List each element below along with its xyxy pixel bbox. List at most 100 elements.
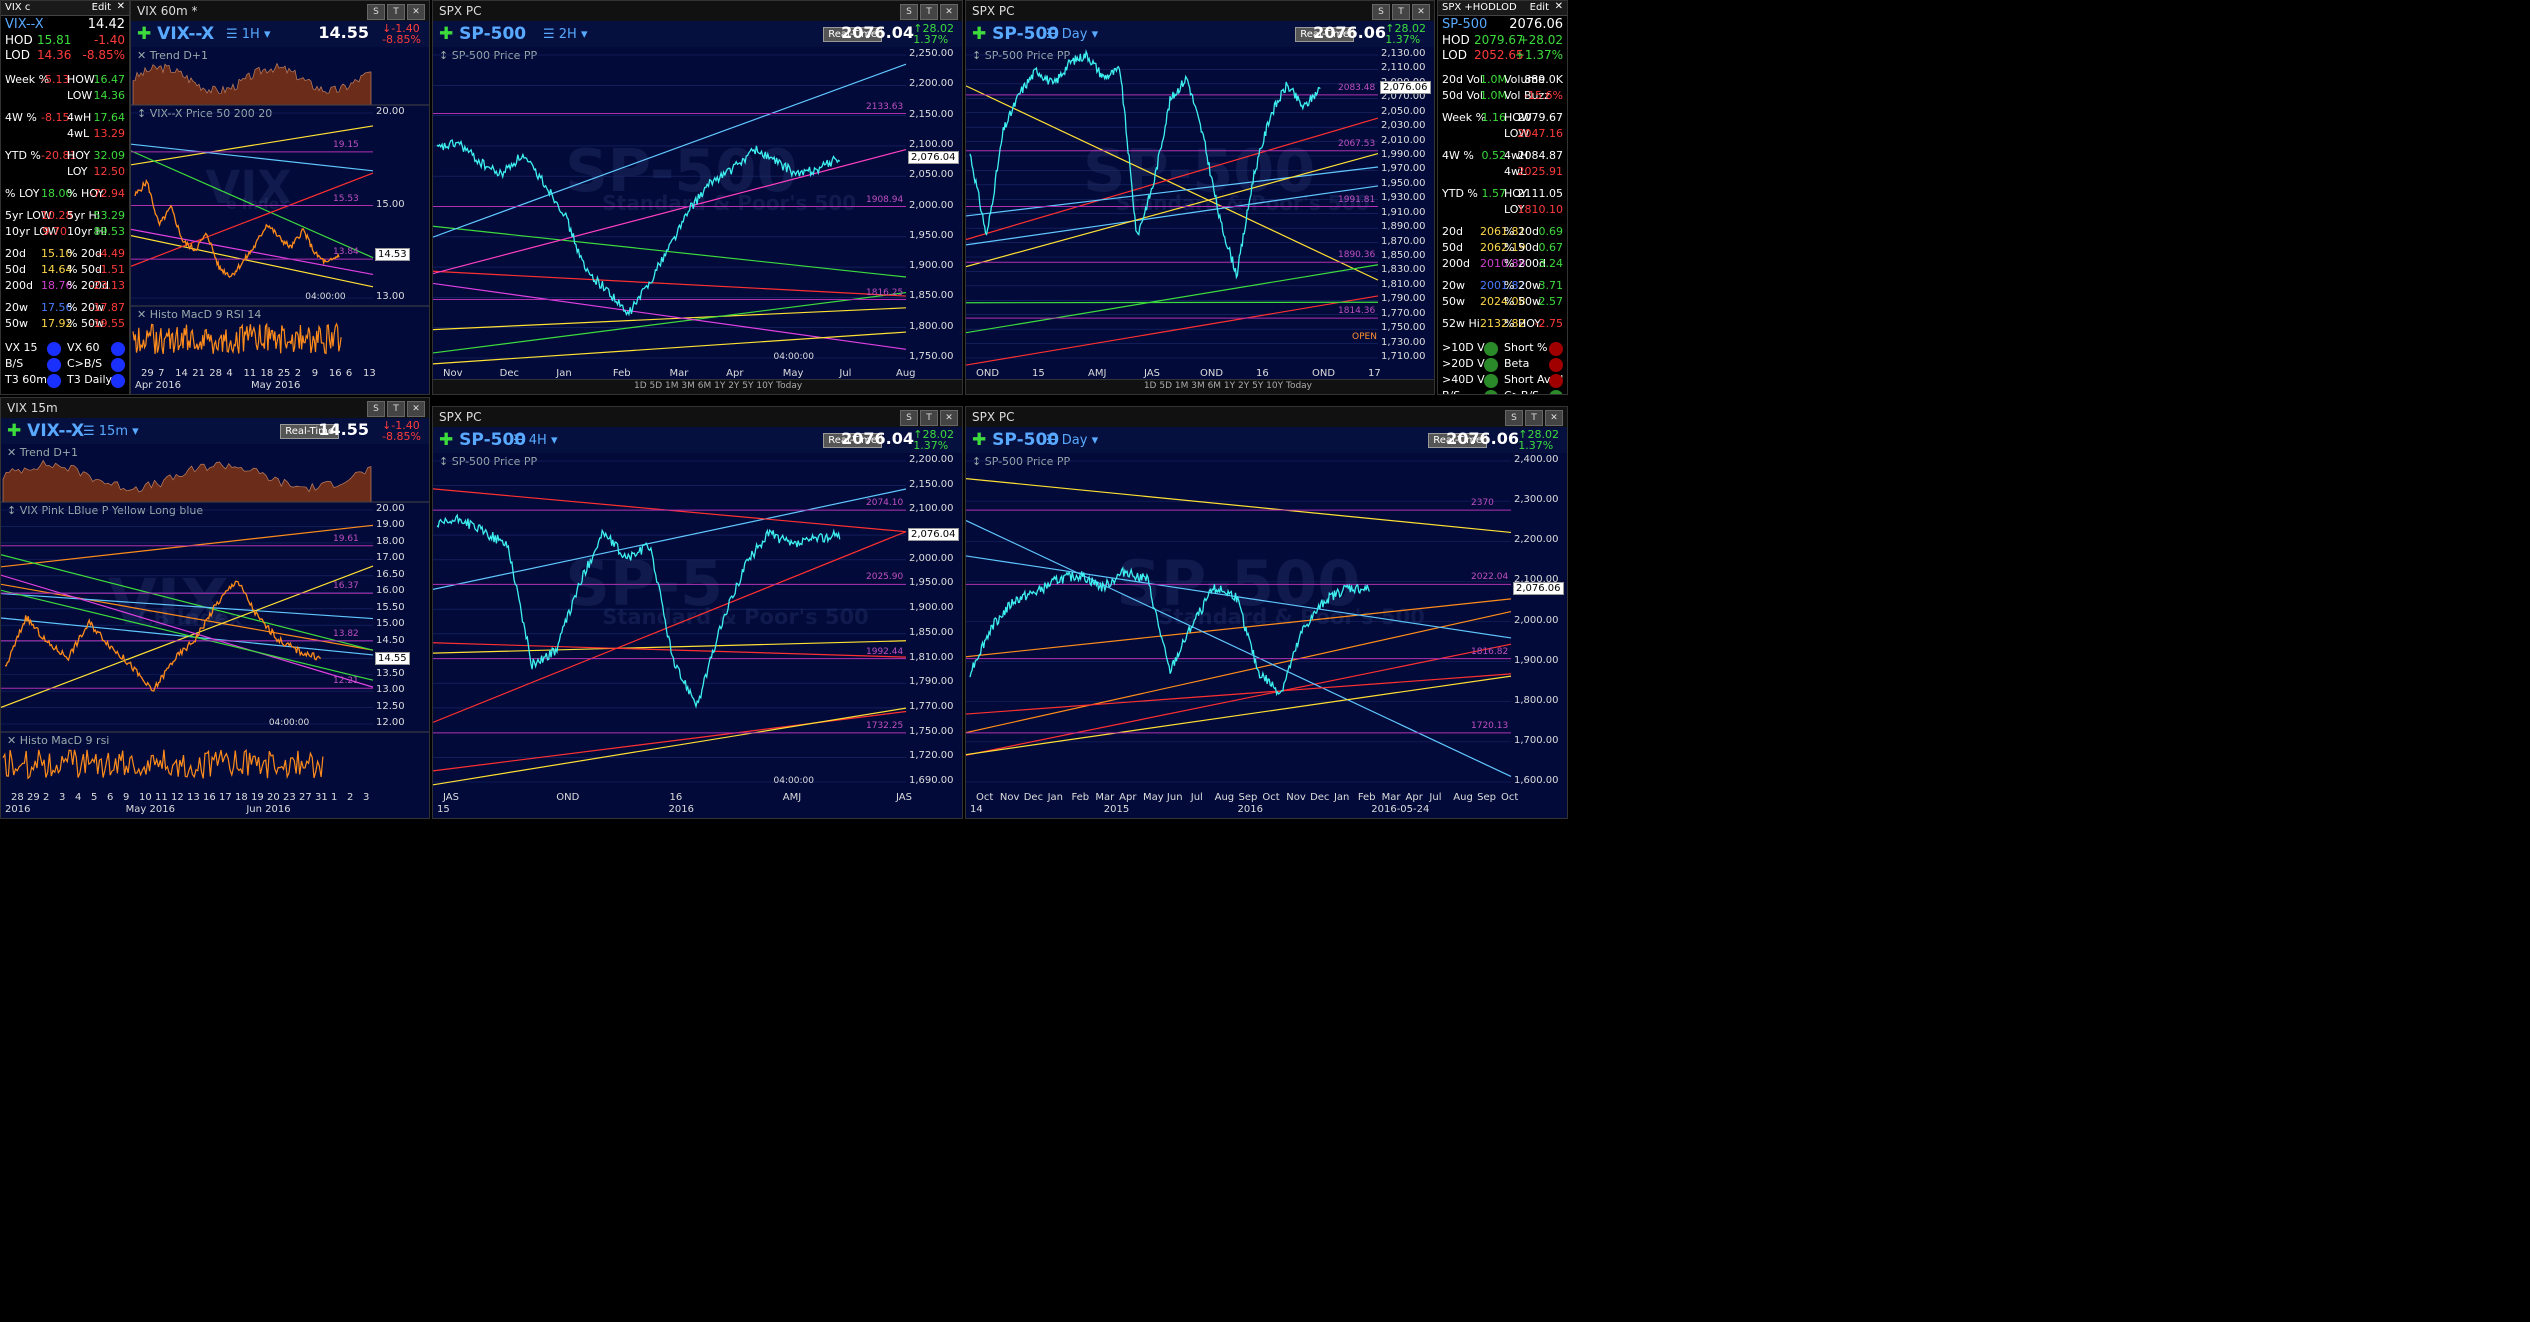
close-icon[interactable]: ✕ [1412, 4, 1430, 20]
timeframe-selector[interactable]: ☰ 1H ▾ [226, 27, 271, 42]
toolbar-icon[interactable]: T [920, 410, 938, 426]
add-icon[interactable]: ✚ [972, 430, 993, 450]
y-tick-label: 2,400.00 [1514, 454, 1559, 465]
top-study-label[interactable]: ✕ Trend D+1 [137, 49, 209, 62]
settings-icon[interactable]: S [1505, 410, 1523, 426]
toolbar-icon[interactable]: T [1525, 410, 1543, 426]
y-tick-label: 1,910.00 [1381, 206, 1426, 218]
stat-row: 50w 17.92% 50w -19.55 [1, 315, 129, 331]
x-tick-label: 4 [226, 368, 233, 379]
y-tick-label: 20.00 [376, 503, 405, 514]
pane-title-bar[interactable]: VIX 15m S T ✕ [1, 398, 429, 419]
add-icon[interactable]: ✚ [137, 24, 158, 44]
level-label: 1816.82 [1471, 646, 1509, 657]
edit-button[interactable]: Edit [91, 2, 111, 13]
stat-label: 200d [1442, 257, 1470, 270]
y-tick-label: 2,070.00 [1381, 91, 1426, 103]
edit-button[interactable]: Edit [1529, 2, 1549, 13]
add-icon[interactable]: ✚ [7, 421, 28, 441]
add-icon[interactable]: ✚ [439, 24, 460, 44]
stat-label-2: LOW [67, 89, 93, 102]
pane-title-bar[interactable]: SPX PC S T ✕ [966, 407, 1567, 428]
bottom-study-label[interactable]: ✕ Histo MacD 9 rsi [7, 734, 110, 747]
toolbar-icon[interactable]: T [387, 401, 405, 417]
stat-label-2: 4wL [1504, 165, 1527, 178]
add-icon[interactable]: ✚ [972, 24, 993, 44]
bottom-study-label[interactable]: ✕ Histo MacD 9 RSI 14 [137, 308, 262, 321]
close-icon[interactable]: ✕ [407, 401, 425, 417]
timeframe-selector[interactable]: ☰ 4H ▾ [513, 433, 558, 448]
pane-title-bar[interactable]: VIX 60m * S T ✕ [131, 1, 429, 22]
close-icon[interactable]: ✕ [940, 410, 958, 426]
open-label: OPEN [1352, 332, 1377, 342]
level-label: 1720.13 [1471, 720, 1509, 731]
level-label: 2022.04 [1471, 572, 1509, 583]
y-tick-label: 1,720.00 [909, 750, 954, 762]
y-tick-label: 1,900.00 [909, 602, 954, 614]
spx-day-weekly-chart-pane[interactable]: SPX PC S T ✕ ✚ SP-500 ☰ Day ▾ Real-Time 2076.06… [965, 406, 1568, 819]
timeframe-selector[interactable]: ☰ Day ▾ [1046, 27, 1099, 42]
add-icon[interactable]: ✚ [439, 430, 460, 450]
study-label[interactable]: ↕ SP-500 Price PP [972, 49, 1071, 62]
study-label[interactable]: ↕ SP-500 Price PP [439, 49, 538, 62]
stat-value-2: -4.49 [96, 247, 125, 260]
spx-4h-chart-pane[interactable]: SPX PC S T ✕ ✚ SP-500 ☰ 4H ▾ Real-Time 2076.04 ↑… [432, 406, 963, 819]
lod-change: -8.85% [82, 48, 125, 62]
realtime-button[interactable]: Real-Time [1295, 27, 1354, 42]
vix-15m-chart-pane[interactable]: VIX 15m S T ✕ ✚ VIX--X ☰ 15m ▾ Real-Time 14.55 ↓… [0, 397, 430, 819]
trendline [131, 143, 374, 172]
change-pct: 1.37% [913, 33, 949, 46]
y-tick-label: 20.00 [376, 106, 405, 117]
symbol-label[interactable]: ✚ VIX--X [137, 24, 214, 44]
study-label[interactable]: ↕ VIX--X Price 50 200 20 [137, 107, 273, 120]
realtime-button[interactable]: Real-Time [280, 424, 339, 439]
timeframe-selector[interactable]: ☰ Day ▾ [1046, 433, 1099, 448]
toolbar-icon[interactable]: T [920, 4, 938, 20]
study-label[interactable]: ↕ SP-500 Price PP [439, 455, 538, 468]
symbol-label[interactable]: ✚ VIX--X [7, 421, 84, 441]
symbol-label[interactable]: ✚ SP-500 [972, 24, 1059, 44]
realtime-button[interactable]: Real-Time [823, 27, 882, 42]
vix-60m-chart-pane[interactable]: VIX 60m * S T ✕ ✚ VIX--X ☰ 1H ▾ 14.55 ↓-1.40 -8.… [130, 0, 430, 395]
toolbar-icon[interactable]: T [387, 4, 405, 20]
study-label[interactable]: ↕ SP-500 Price PP [972, 455, 1071, 468]
settings-icon[interactable]: S [900, 410, 918, 426]
symbol-label[interactable]: ✚ SP-500 [439, 24, 526, 44]
stat-value-2: 2047.16 [1517, 127, 1564, 140]
stat-row: LOW 2047.16 [1438, 125, 1567, 141]
flag-label-2: Beta [1504, 357, 1530, 370]
x-tick-label: 2 [43, 792, 50, 803]
stat-row: LOY 12.50 [1, 163, 129, 179]
symbol-label[interactable]: ✚ SP-500 [439, 430, 526, 450]
period-buttons[interactable]: 1D 5D 1M 3M 6M 1Y 2Y 5Y 10Y Today [433, 379, 962, 394]
change-pct: 1.37% [1518, 439, 1554, 452]
trendline [433, 291, 907, 354]
period-buttons[interactable]: 1D 5D 1M 3M 6M 1Y 2Y 5Y 10Y Today [966, 379, 1434, 394]
top-study-label[interactable]: ✕ Trend D+1 [7, 446, 79, 459]
close-icon[interactable]: ✕ [940, 4, 958, 20]
status-dot-icon [111, 358, 125, 372]
timeframe-selector[interactable]: ☰ 15m ▾ [83, 424, 139, 439]
close-icon[interactable]: ✕ [1554, 1, 1563, 12]
stat-value: 2024.08 [1480, 295, 1526, 308]
close-icon[interactable]: ✕ [407, 4, 425, 20]
settings-icon[interactable]: S [1372, 4, 1390, 20]
settings-icon[interactable]: S [900, 4, 918, 20]
toolbar-icon[interactable]: T [1392, 4, 1410, 20]
settings-icon[interactable]: S [367, 4, 385, 20]
realtime-button[interactable]: Real-Time [1428, 433, 1487, 448]
settings-icon[interactable]: S [367, 401, 385, 417]
y-tick-label: 1,900.00 [909, 260, 954, 272]
stat-value: 1.57 [1481, 187, 1507, 200]
symbol-label[interactable]: ✚ SP-500 [972, 430, 1059, 450]
timeframe-selector[interactable]: ☰ 2H ▾ [543, 27, 588, 42]
close-icon[interactable]: ✕ [116, 1, 125, 12]
stat-label: 20w [5, 301, 28, 314]
realtime-button[interactable]: Real-Time [823, 433, 882, 448]
study-label[interactable]: ↕ VIX Pink LBlue P Yellow Long blue [7, 504, 204, 517]
stat-label: 50d [1442, 241, 1463, 254]
spx-2h-chart-pane[interactable]: SPX PC S T ✕ ✚ SP-500 ☰ 2H ▾ Real-Time 2076.04 ↑… [432, 0, 963, 395]
close-icon[interactable]: ✕ [1545, 410, 1563, 426]
spx-day-chart-pane[interactable]: SPX PC S T ✕ ✚ SP-500 ☰ Day ▾ Real-Time 2076.06… [965, 0, 1435, 395]
stat-value-2: -17.87 [89, 301, 125, 314]
